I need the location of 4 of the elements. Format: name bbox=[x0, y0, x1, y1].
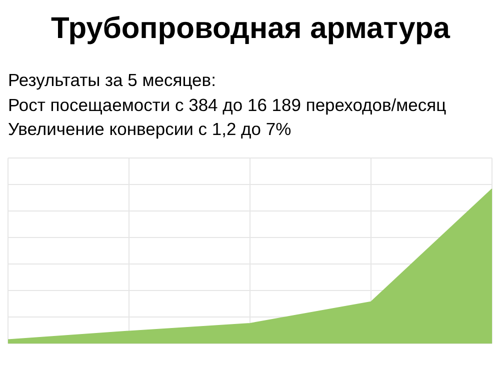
text: Рост посещаемости с 384 до 16 189 переходов/месяц bbox=[8, 94, 446, 117]
chart-title: Трубопроводная арматура bbox=[50, 12, 452, 46]
text: Результаты за 5 месяцев: bbox=[8, 69, 217, 92]
text: Увеличение конверсии с 1,2 до 7% bbox=[8, 118, 292, 141]
